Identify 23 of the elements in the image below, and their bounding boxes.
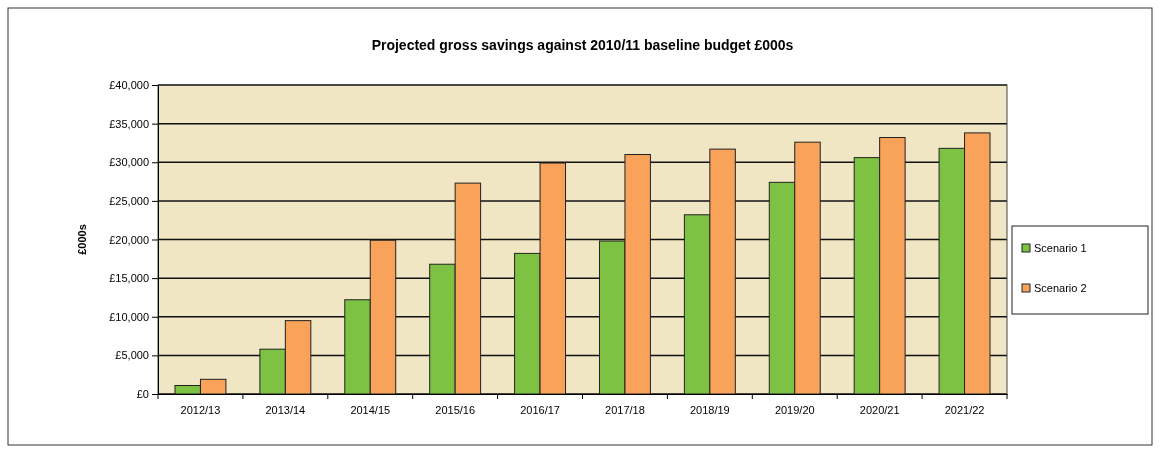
x-tick-label: 2013/14 (265, 403, 306, 416)
chart-title: Projected gross savings against 2010/11 baseline budget £000s (371, 37, 794, 53)
y-tick-label: £10,000 (109, 310, 149, 323)
x-tick-label: 2015/16 (435, 403, 476, 416)
x-tick-label: 2019/20 (774, 403, 815, 416)
x-tick-label: 2012/13 (180, 403, 221, 416)
y-axis-title: £000s (76, 224, 88, 255)
legend-label: Scenario 2 (1034, 282, 1087, 294)
y-tick-label: £0 (136, 388, 149, 401)
y-tick-label: £15,000 (109, 272, 149, 285)
x-tick-label: 2020/21 (859, 403, 900, 416)
x-tick-label: 2016/17 (520, 403, 560, 416)
y-tick-label: £20,000 (109, 233, 149, 246)
x-tick-label: 2017/18 (605, 403, 645, 416)
x-tick-label: 2018/19 (689, 403, 730, 416)
y-tick-label: £30,000 (109, 156, 149, 169)
y-tick-label: £25,000 (109, 194, 149, 207)
x-tick-label: 2014/15 (350, 403, 391, 416)
x-tick-label: 2021/22 (944, 403, 985, 416)
y-tick-label: £35,000 (109, 117, 149, 130)
legend-label: Scenario 1 (1034, 242, 1087, 254)
y-tick-label: £5,000 (115, 349, 149, 362)
y-tick-label: £40,000 (109, 79, 149, 92)
